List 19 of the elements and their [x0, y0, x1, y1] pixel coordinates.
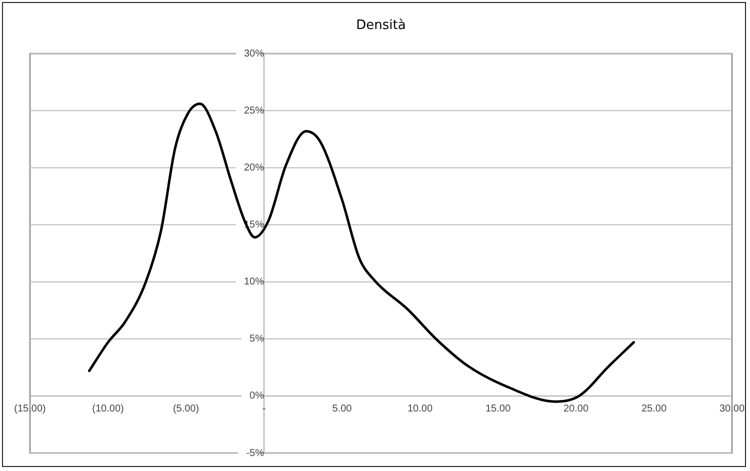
x-tick-label: (5.00) [172, 404, 200, 415]
x-tick-label: 15.00 [485, 404, 511, 415]
x-tick-label: (10.00) [92, 404, 124, 415]
y-tick-label: 10% [244, 276, 264, 288]
x-tick-label: 20.00 [563, 404, 589, 415]
y-tick-label: 5% [250, 334, 264, 345]
x-tick-label: - [262, 404, 266, 415]
x-tick-label: 25.00 [641, 404, 667, 415]
y-tick-label: -5% [246, 448, 264, 459]
x-tick-label: 5.00 [332, 404, 352, 415]
x-tick-label: (15.00) [14, 404, 46, 415]
chart-title: Densità [356, 18, 406, 34]
y-tick-label: 25% [244, 105, 264, 116]
x-tick-label: 30.00 [719, 404, 745, 415]
line-series [88, 102, 635, 403]
x-tick-label: 10.00 [407, 404, 433, 415]
y-tick-label: 0% [250, 390, 264, 402]
y-tick-label: 20% [244, 162, 264, 174]
y-tick-label: 30% [244, 48, 264, 60]
